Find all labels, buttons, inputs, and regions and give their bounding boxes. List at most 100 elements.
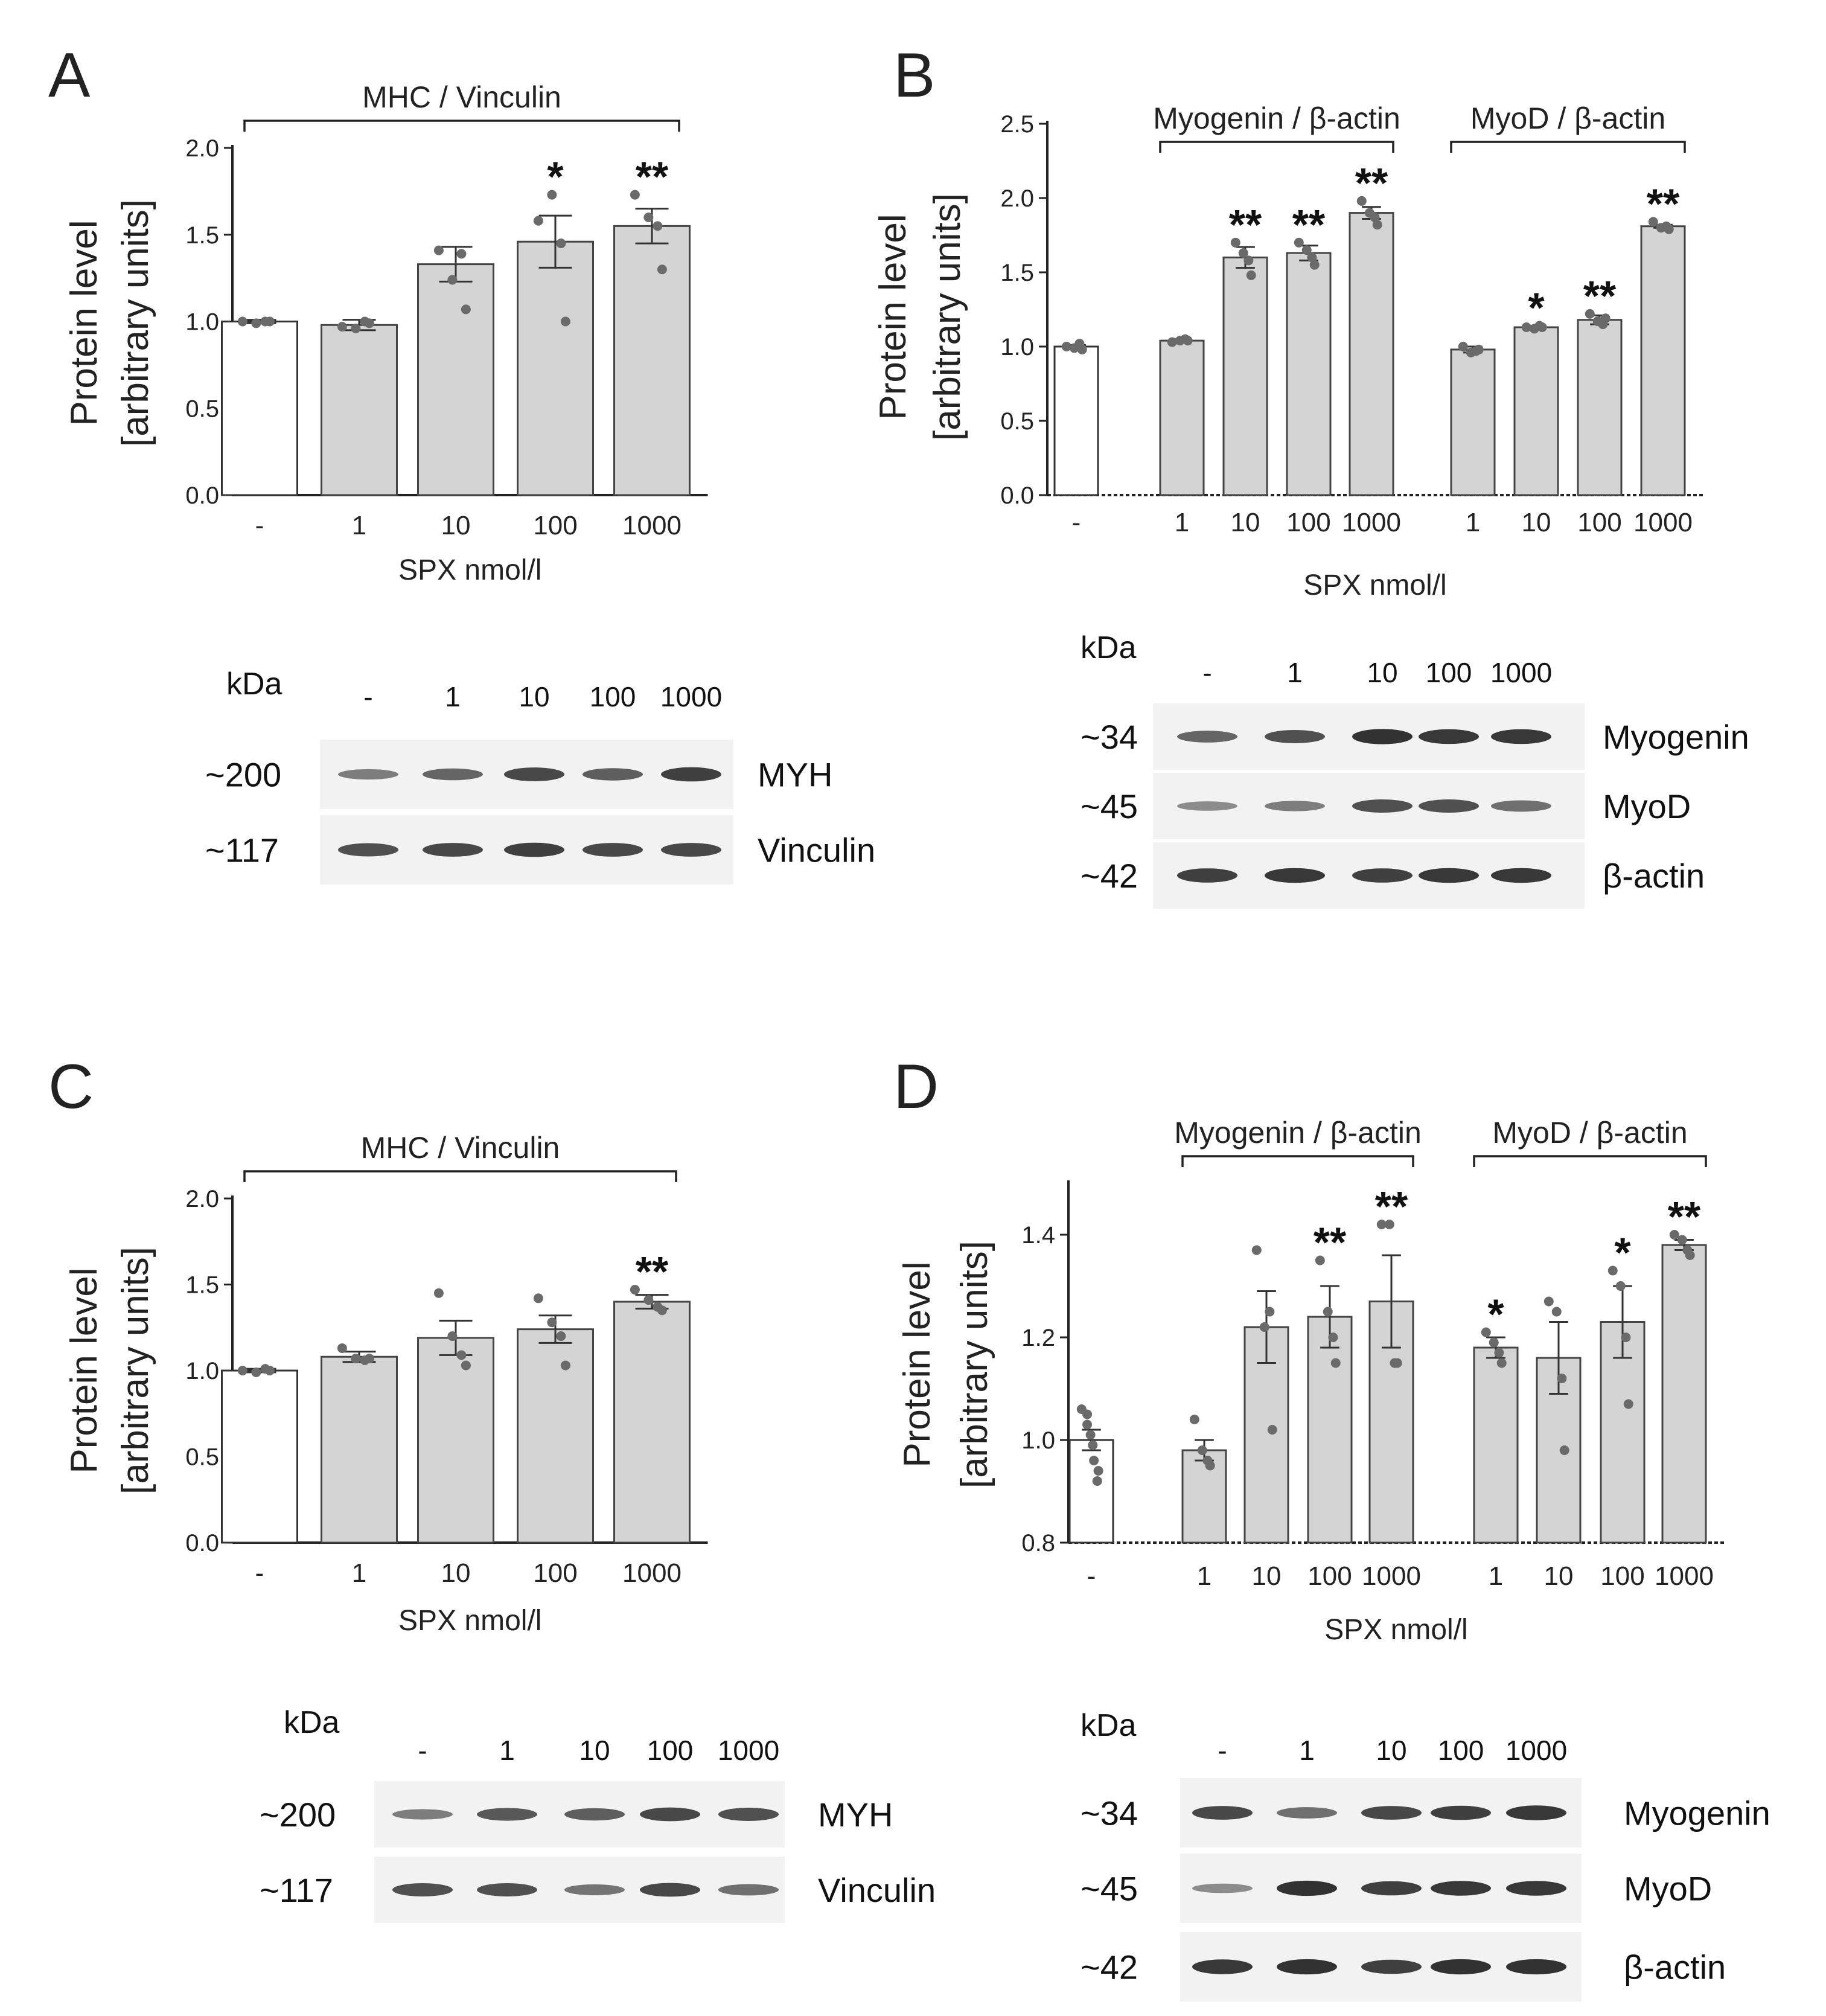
blot-band — [1192, 1959, 1253, 1974]
blot-a: kDa - 1 10 100 1000 ~200 MYH ~117 Vinculin — [205, 667, 875, 885]
blot-band — [1506, 1805, 1566, 1820]
y-tick-label: 1.0 — [185, 1358, 219, 1384]
blot-band — [1419, 729, 1479, 744]
data-point — [1648, 217, 1658, 227]
y-axis-label: Protein level [arbitrary units] — [63, 199, 156, 447]
y-axis-label: Protein level [arbitrary units] — [896, 1241, 995, 1488]
blot-band — [1431, 1805, 1491, 1820]
significance-label: ** — [1229, 201, 1262, 248]
protein-label: Vinculin — [818, 1871, 936, 1909]
blot-band — [1265, 730, 1325, 743]
group-bracket — [1450, 141, 1686, 153]
data-point — [1607, 1266, 1618, 1276]
protein-label: Vinculin — [758, 831, 875, 869]
blot-band — [1491, 868, 1551, 883]
y-tick-label: 1.0 — [185, 309, 219, 336]
data-point — [1088, 1440, 1098, 1450]
y-tick-label: 2.5 — [1000, 111, 1034, 138]
kda-label: kDa — [1081, 1708, 1137, 1743]
kda-label: kDa — [284, 1705, 340, 1740]
bar — [1053, 345, 1099, 496]
x-axis-label: SPX nmol/l — [1324, 1614, 1467, 1646]
y-tick-label: 1.5 — [1000, 260, 1034, 286]
data-point — [364, 1354, 374, 1364]
significance-label: * — [1528, 284, 1545, 331]
blot-band — [661, 843, 721, 857]
y-tick-label: 1.5 — [185, 1272, 219, 1299]
data-point — [1092, 1476, 1102, 1486]
blot-band — [1277, 1807, 1337, 1819]
blot-band — [640, 1883, 700, 1897]
blot-band — [1431, 1881, 1491, 1896]
data-point — [630, 1285, 640, 1295]
lane-label: 10 — [519, 681, 549, 712]
bar — [417, 1337, 494, 1544]
data-point — [461, 304, 471, 315]
data-point — [433, 245, 444, 255]
blot-band — [423, 768, 483, 781]
data-point — [1265, 1307, 1275, 1317]
blot-band — [661, 767, 721, 782]
lane-label: 100 — [647, 1735, 694, 1766]
data-point — [1230, 237, 1240, 248]
bar — [1513, 326, 1559, 496]
blot-band — [1361, 1806, 1422, 1820]
data-point — [461, 1360, 471, 1371]
molecular-weight-label: ~117 — [260, 1871, 333, 1909]
protein-label: Myogenin — [1603, 718, 1749, 756]
y-tick-label: 0.0 — [1000, 482, 1034, 509]
y-axis-label-line-1: Protein level — [63, 220, 105, 426]
protein-label: MyoD — [1603, 787, 1691, 825]
data-point — [533, 1293, 543, 1304]
data-point — [1077, 344, 1087, 354]
molecular-weight-label: ~45 — [1081, 787, 1138, 825]
blot-band — [1491, 729, 1551, 744]
group-bracket — [243, 120, 680, 132]
bar — [1286, 252, 1332, 496]
significance-label: * — [547, 153, 564, 200]
significance-label: ** — [1583, 272, 1617, 319]
data-point — [1082, 1419, 1093, 1430]
data-point — [1267, 1425, 1277, 1435]
significance-label: ** — [636, 153, 669, 200]
data-point — [1328, 1333, 1338, 1342]
group-bracket — [243, 1170, 677, 1182]
blot-band — [1265, 801, 1325, 811]
lane-label: - — [1202, 657, 1211, 688]
y-tick-label: 0.0 — [185, 482, 219, 509]
data-point — [1323, 1307, 1333, 1317]
protein-label: β-actin — [1624, 1948, 1726, 1986]
data-point — [237, 1366, 247, 1375]
data-point — [1494, 1348, 1504, 1358]
data-point — [1370, 212, 1380, 222]
kda-label: kDa — [226, 667, 283, 702]
data-point — [264, 1366, 275, 1375]
bar — [1577, 319, 1623, 496]
lane-label: 1000 — [660, 681, 722, 712]
data-point — [1309, 260, 1320, 270]
data-point — [1061, 342, 1071, 351]
blot-band — [338, 769, 398, 780]
molecular-weight-label: ~34 — [1081, 1794, 1138, 1832]
x-tick-label: - — [1087, 1561, 1096, 1591]
bar — [1222, 256, 1268, 496]
panel-label-b: B — [893, 40, 935, 110]
molecular-weight-label: ~117 — [205, 831, 279, 869]
blot-band — [1419, 799, 1479, 813]
data-point — [1082, 1409, 1093, 1419]
data-point — [1551, 1307, 1562, 1317]
x-tick-label: 1000 — [622, 511, 682, 540]
y-tick-label: 2.0 — [185, 1186, 219, 1212]
data-point — [560, 1360, 570, 1371]
y-axis-label: Protein level [arbitrary units] — [872, 193, 968, 441]
significance-label: ** — [1314, 1219, 1347, 1266]
chart-b: 0.0 0.5 1.0 1.5 2.0 2.5 Protein level [arbitrar… — [872, 101, 1703, 601]
data-point — [433, 1288, 444, 1298]
data-point — [1315, 1255, 1325, 1266]
blot-band — [1491, 800, 1551, 812]
x-tick-label: 10 — [1522, 508, 1551, 537]
data-point — [251, 1367, 261, 1377]
data-point — [1585, 309, 1595, 319]
